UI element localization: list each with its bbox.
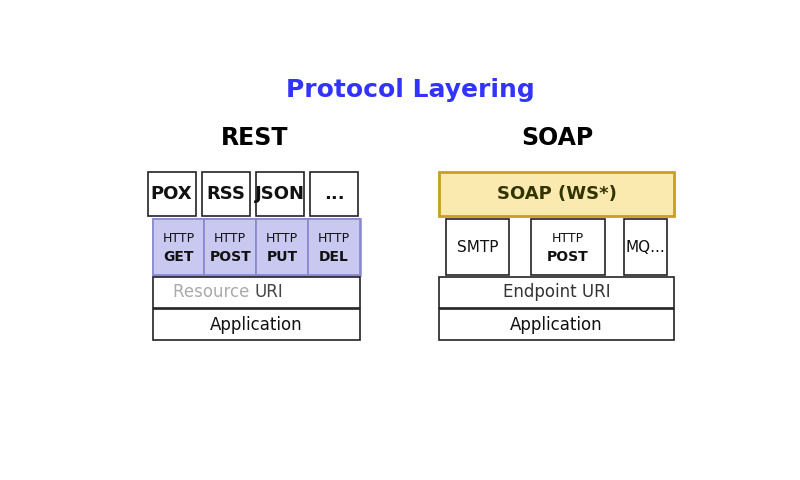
Bar: [205, 219, 256, 275]
Text: HTTP: HTTP: [162, 232, 194, 245]
Bar: [202, 171, 250, 216]
Text: POST: POST: [210, 250, 251, 264]
Text: RSS: RSS: [206, 185, 246, 203]
Text: Endpoint URI: Endpoint URI: [502, 284, 610, 301]
Text: JSON: JSON: [255, 185, 305, 203]
Bar: [256, 171, 304, 216]
Bar: [446, 219, 510, 275]
Bar: [153, 219, 205, 275]
Text: URI: URI: [255, 284, 284, 301]
Bar: [148, 171, 196, 216]
Text: HTTP: HTTP: [266, 232, 298, 245]
Text: PUT: PUT: [266, 250, 298, 264]
Text: Application: Application: [510, 316, 602, 334]
Text: POST: POST: [547, 250, 589, 264]
Text: POX: POX: [151, 185, 193, 203]
Text: SMTP: SMTP: [457, 240, 498, 254]
Text: ...: ...: [324, 185, 345, 203]
Text: SOAP: SOAP: [521, 126, 594, 150]
Text: SOAP (WS*): SOAP (WS*): [497, 185, 617, 203]
Bar: [439, 310, 674, 340]
Bar: [256, 219, 308, 275]
Text: DEL: DEL: [319, 250, 349, 264]
Bar: [439, 277, 674, 308]
Bar: [153, 219, 360, 275]
Bar: [624, 219, 667, 275]
Bar: [531, 219, 606, 275]
Text: Application: Application: [210, 316, 302, 334]
Text: Resource: Resource: [174, 284, 255, 301]
Text: Protocol Layering: Protocol Layering: [286, 78, 534, 102]
Bar: [153, 310, 360, 340]
Bar: [153, 277, 360, 308]
Bar: [439, 171, 674, 216]
Text: MQ...: MQ...: [626, 240, 666, 254]
Text: GET: GET: [163, 250, 194, 264]
Text: HTTP: HTTP: [552, 232, 584, 245]
Bar: [310, 171, 358, 216]
Text: HTTP: HTTP: [214, 232, 246, 245]
Text: REST: REST: [222, 126, 289, 150]
Bar: [308, 219, 360, 275]
Text: HTTP: HTTP: [318, 232, 350, 245]
